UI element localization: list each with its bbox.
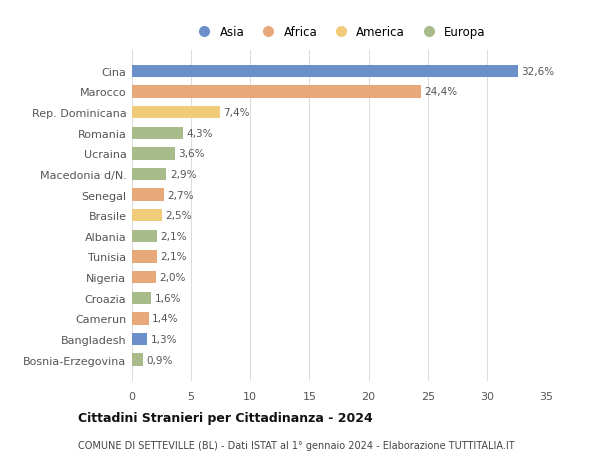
Text: 2,1%: 2,1% <box>160 252 187 262</box>
Text: 1,3%: 1,3% <box>151 334 178 344</box>
Text: 24,4%: 24,4% <box>424 87 457 97</box>
Bar <box>132 106 220 119</box>
Text: Cittadini Stranieri per Cittadinanza - 2024: Cittadini Stranieri per Cittadinanza - 2… <box>78 412 373 425</box>
Text: 7,4%: 7,4% <box>223 108 250 118</box>
Bar <box>132 189 164 202</box>
Bar <box>132 251 157 263</box>
Legend: Asia, Africa, America, Europa: Asia, Africa, America, Europa <box>190 23 488 41</box>
Bar <box>132 168 166 181</box>
Bar <box>132 230 157 242</box>
Text: 32,6%: 32,6% <box>521 67 554 77</box>
Bar <box>132 271 155 284</box>
Bar <box>132 292 151 304</box>
Text: 3,6%: 3,6% <box>178 149 205 159</box>
Bar <box>132 148 175 160</box>
Text: 2,5%: 2,5% <box>165 211 191 221</box>
Text: 4,3%: 4,3% <box>187 129 213 139</box>
Bar <box>132 127 183 140</box>
Bar <box>132 66 518 78</box>
Bar <box>132 333 148 345</box>
Text: 2,1%: 2,1% <box>160 231 187 241</box>
Bar <box>132 86 421 98</box>
Text: 1,6%: 1,6% <box>154 293 181 303</box>
Bar <box>132 313 149 325</box>
Bar <box>132 210 161 222</box>
Text: COMUNE DI SETTEVILLE (BL) - Dati ISTAT al 1° gennaio 2024 - Elaborazione TUTTITA: COMUNE DI SETTEVILLE (BL) - Dati ISTAT a… <box>78 440 515 450</box>
Text: 2,7%: 2,7% <box>167 190 194 200</box>
Bar <box>132 353 143 366</box>
Text: 2,9%: 2,9% <box>170 169 196 179</box>
Text: 0,9%: 0,9% <box>146 355 173 365</box>
Text: 1,4%: 1,4% <box>152 313 179 324</box>
Text: 2,0%: 2,0% <box>159 273 185 282</box>
